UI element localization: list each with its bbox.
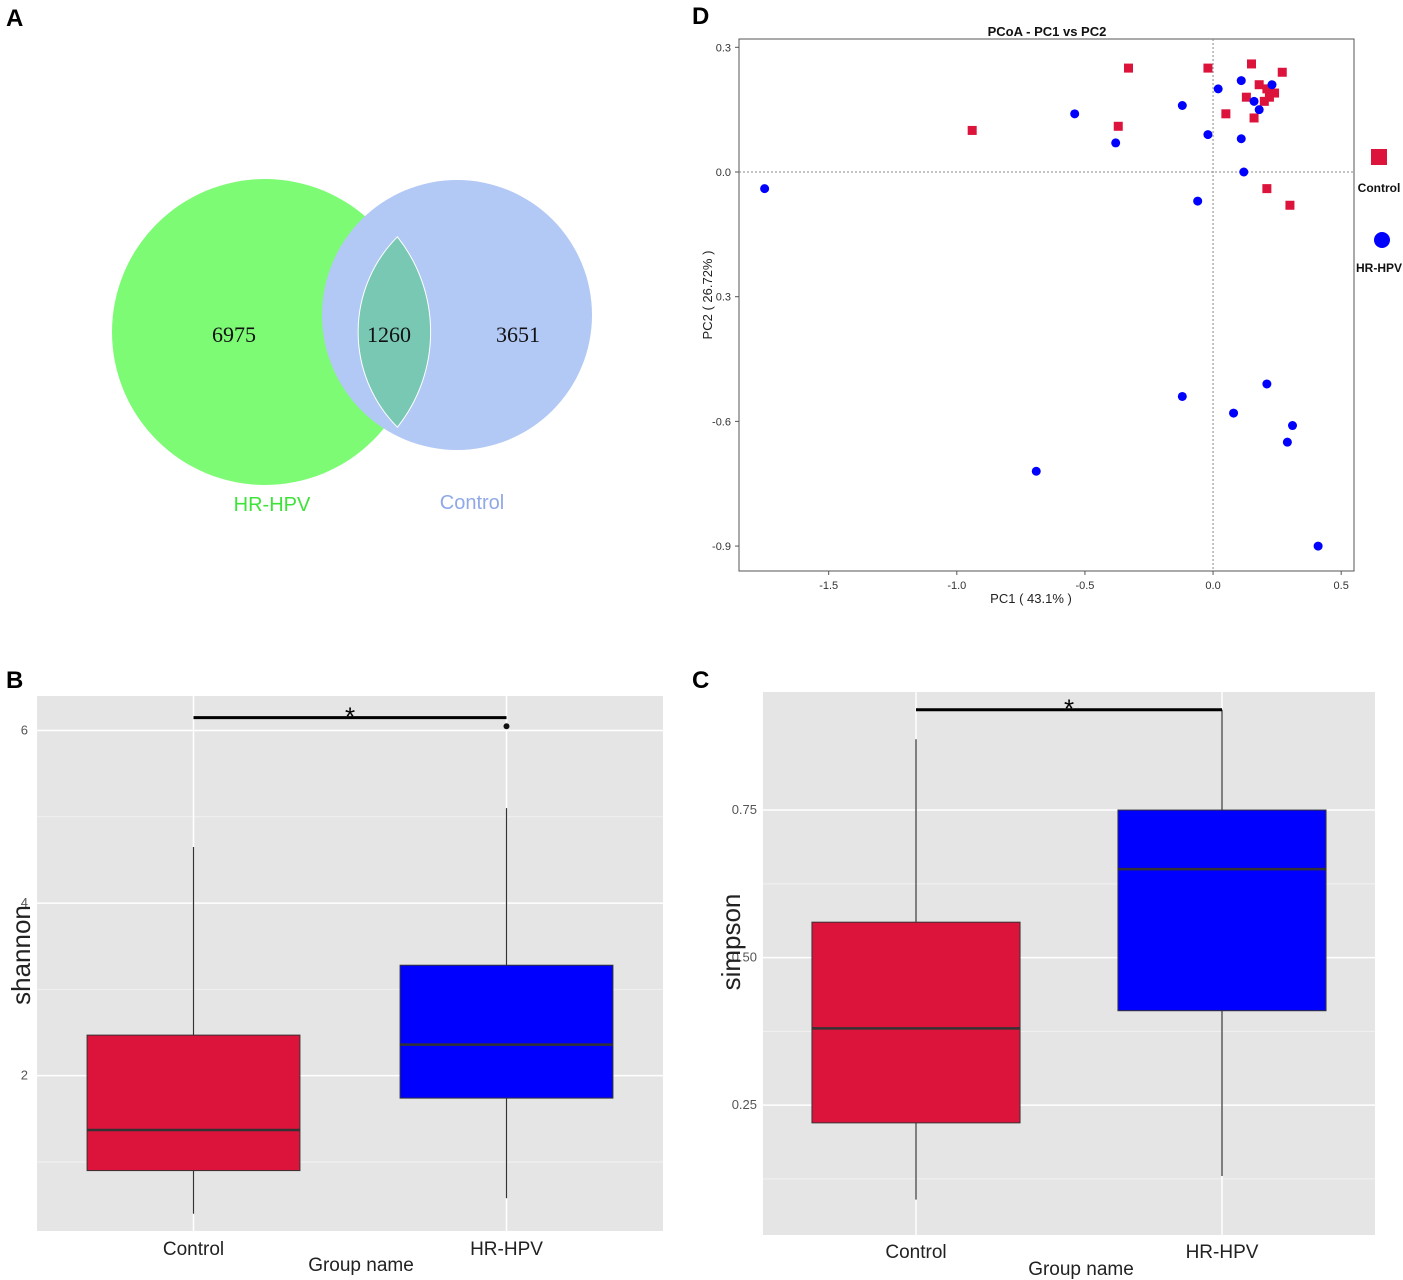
shannon-outlier-point	[503, 723, 510, 730]
shannon-panel: B * 2 4 6 Control HR-HPV shannon Group name	[6, 667, 663, 1276]
pcoa-x-axis-title: PC1 ( 43.1% )	[990, 591, 1072, 606]
simpson-box-hr-hpv	[1117, 809, 1327, 1012]
pcoa-point-control	[1262, 84, 1272, 94]
pcoa-point-control	[967, 125, 977, 135]
venn-label-hrhpv: HR-HPV	[234, 494, 311, 516]
simpson-significance-label: *	[1064, 694, 1074, 724]
simpson-box-control	[811, 921, 1021, 1124]
pcoa-point-control	[1262, 184, 1272, 194]
pcoa-y-tick-label: 0.3	[716, 42, 731, 54]
pcoa-y-axis-title: PC2 ( 26.72% )	[700, 251, 715, 340]
shannon-x-axis-title: Group name	[308, 1255, 414, 1276]
pcoa-point-hrhpv	[1177, 101, 1187, 110]
shannon-x-tick-label: HR-HPV	[470, 1239, 543, 1260]
simpson-boxes	[811, 709, 1327, 1200]
pcoa-legend: Control HR-HPV	[1356, 149, 1402, 275]
venn-control-only-count: 3651	[496, 322, 540, 347]
venn-intersection	[357, 236, 432, 428]
simpson-significance: *	[916, 694, 1222, 724]
pcoa-point-hrhpv	[1236, 134, 1246, 144]
venn-intersection-count: 1260	[367, 322, 411, 347]
panel-label-b: B	[6, 667, 23, 694]
pcoa-y-tick-label: 0.0	[716, 167, 731, 179]
pcoa-y-tick-label: 0.3	[716, 292, 731, 304]
shannon-box-hr-hpv	[399, 964, 614, 1099]
simpson-y-axis-title: simpson	[716, 894, 746, 991]
panel-label-c: C	[692, 667, 709, 694]
legend-control-marker	[1371, 149, 1387, 165]
venn-panel: A 6975 1260 3651 HR-HPV Control	[6, 5, 592, 516]
pcoa-point-hrhpv	[760, 184, 770, 194]
pcoa-axes: -1.5 -1.0 -0.5 0.0 0.5 0.3 0.0 0.3 -0.6 -0.9	[712, 39, 1354, 592]
pcoa-x-tick-label: 0.5	[1334, 580, 1349, 592]
venn-hrhpv-only-count: 6975	[212, 322, 256, 347]
simpson-y-tick-label: 0.75	[732, 802, 757, 817]
shannon-significance: *	[193, 702, 507, 732]
pcoa-point-hrhpv	[1288, 421, 1297, 431]
pcoa-point-control	[1221, 109, 1231, 119]
legend-control-label: Control	[1358, 181, 1401, 195]
pcoa-point-hrhpv	[1267, 80, 1277, 90]
pcoa-y-tick-label: -0.9	[712, 541, 731, 553]
panel-label-a: A	[6, 5, 23, 32]
pcoa-point-hrhpv	[1070, 109, 1080, 119]
shannon-box-control	[86, 1034, 301, 1172]
pcoa-point-control	[1113, 121, 1123, 131]
pcoa-point-control	[1285, 200, 1295, 210]
shannon-x-tick-label: Control	[163, 1239, 224, 1260]
pcoa-point-hrhpv	[1239, 167, 1249, 177]
pcoa-point-hrhpv	[1236, 76, 1246, 86]
shannon-axis-ticks: 2 4 6 Control HR-HPV	[21, 723, 543, 1260]
pcoa-point-hrhpv	[1254, 105, 1264, 115]
pcoa-point-control	[1259, 96, 1269, 106]
pcoa-point-hrhpv	[1031, 466, 1041, 476]
shannon-y-tick-label: 6	[21, 723, 28, 738]
pcoa-point-hrhpv	[1282, 437, 1292, 447]
simpson-x-tick-label: HR-HPV	[1186, 1242, 1259, 1263]
pcoa-point-hrhpv	[1262, 379, 1272, 389]
simpson-x-tick-label: Control	[885, 1242, 946, 1263]
pcoa-plot-area	[738, 38, 1355, 572]
simpson-y-tick-label: 0.50	[732, 950, 757, 965]
shannon-y-axis-title: shannon	[6, 905, 36, 1005]
simpson-x-axis-title: Group name	[1028, 1259, 1134, 1280]
simpson-axis-ticks: 0.25 0.50 0.75 Control HR-HPV	[732, 802, 1259, 1263]
pcoa-point-control	[1247, 59, 1256, 69]
pcoa-point-hrhpv	[1249, 96, 1259, 106]
pcoa-title: PCoA - PC1 vs PC2	[988, 24, 1107, 39]
pcoa-point-control	[1124, 63, 1133, 73]
pcoa-point-control	[1254, 80, 1264, 90]
shannon-y-tick-label: 4	[21, 895, 28, 910]
pcoa-point-hrhpv	[1213, 84, 1223, 94]
pcoa-point-hrhpv	[1203, 130, 1213, 140]
pcoa-panel: D PCoA - PC1 vs PC2 -1.5 -1.0 -0.5 0.0 0.5 0.…	[692, 3, 1402, 606]
pcoa-x-tick-label: 0.0	[1205, 580, 1220, 592]
pcoa-point-hrhpv	[1111, 138, 1121, 148]
pcoa-point-hrhpv	[1229, 408, 1239, 418]
pcoa-point-control	[1277, 67, 1287, 77]
legend-hrhpv-marker	[1374, 232, 1390, 248]
legend-hrhpv-label: HR-HPV	[1356, 261, 1402, 275]
pcoa-point-hrhpv	[1177, 391, 1187, 401]
pcoa-point-hrhpv	[1313, 541, 1323, 551]
pcoa-point-control	[1249, 113, 1259, 123]
simpson-panel: C * 0.25 0.50 0.75 Control HR-HPV simpson Gr…	[692, 667, 1375, 1280]
pcoa-x-tick-label: -0.5	[1075, 580, 1094, 592]
pcoa-point-hrhpv	[1193, 196, 1203, 206]
shannon-significance-label: *	[345, 702, 355, 732]
pcoa-point-control	[1203, 63, 1213, 73]
shannon-boxes	[86, 723, 614, 1214]
pcoa-point-control	[1270, 88, 1280, 98]
pcoa-points	[760, 59, 1323, 551]
pcoa-point-control	[1241, 92, 1251, 102]
pcoa-y-tick-label: -0.6	[712, 416, 731, 428]
shannon-y-tick-label: 2	[21, 1068, 28, 1083]
venn-label-control: Control	[440, 492, 504, 514]
pcoa-x-tick-label: -1.5	[819, 580, 838, 592]
panel-label-d: D	[692, 3, 709, 30]
simpson-y-tick-label: 0.25	[732, 1097, 757, 1112]
pcoa-x-tick-label: -1.0	[947, 580, 966, 592]
